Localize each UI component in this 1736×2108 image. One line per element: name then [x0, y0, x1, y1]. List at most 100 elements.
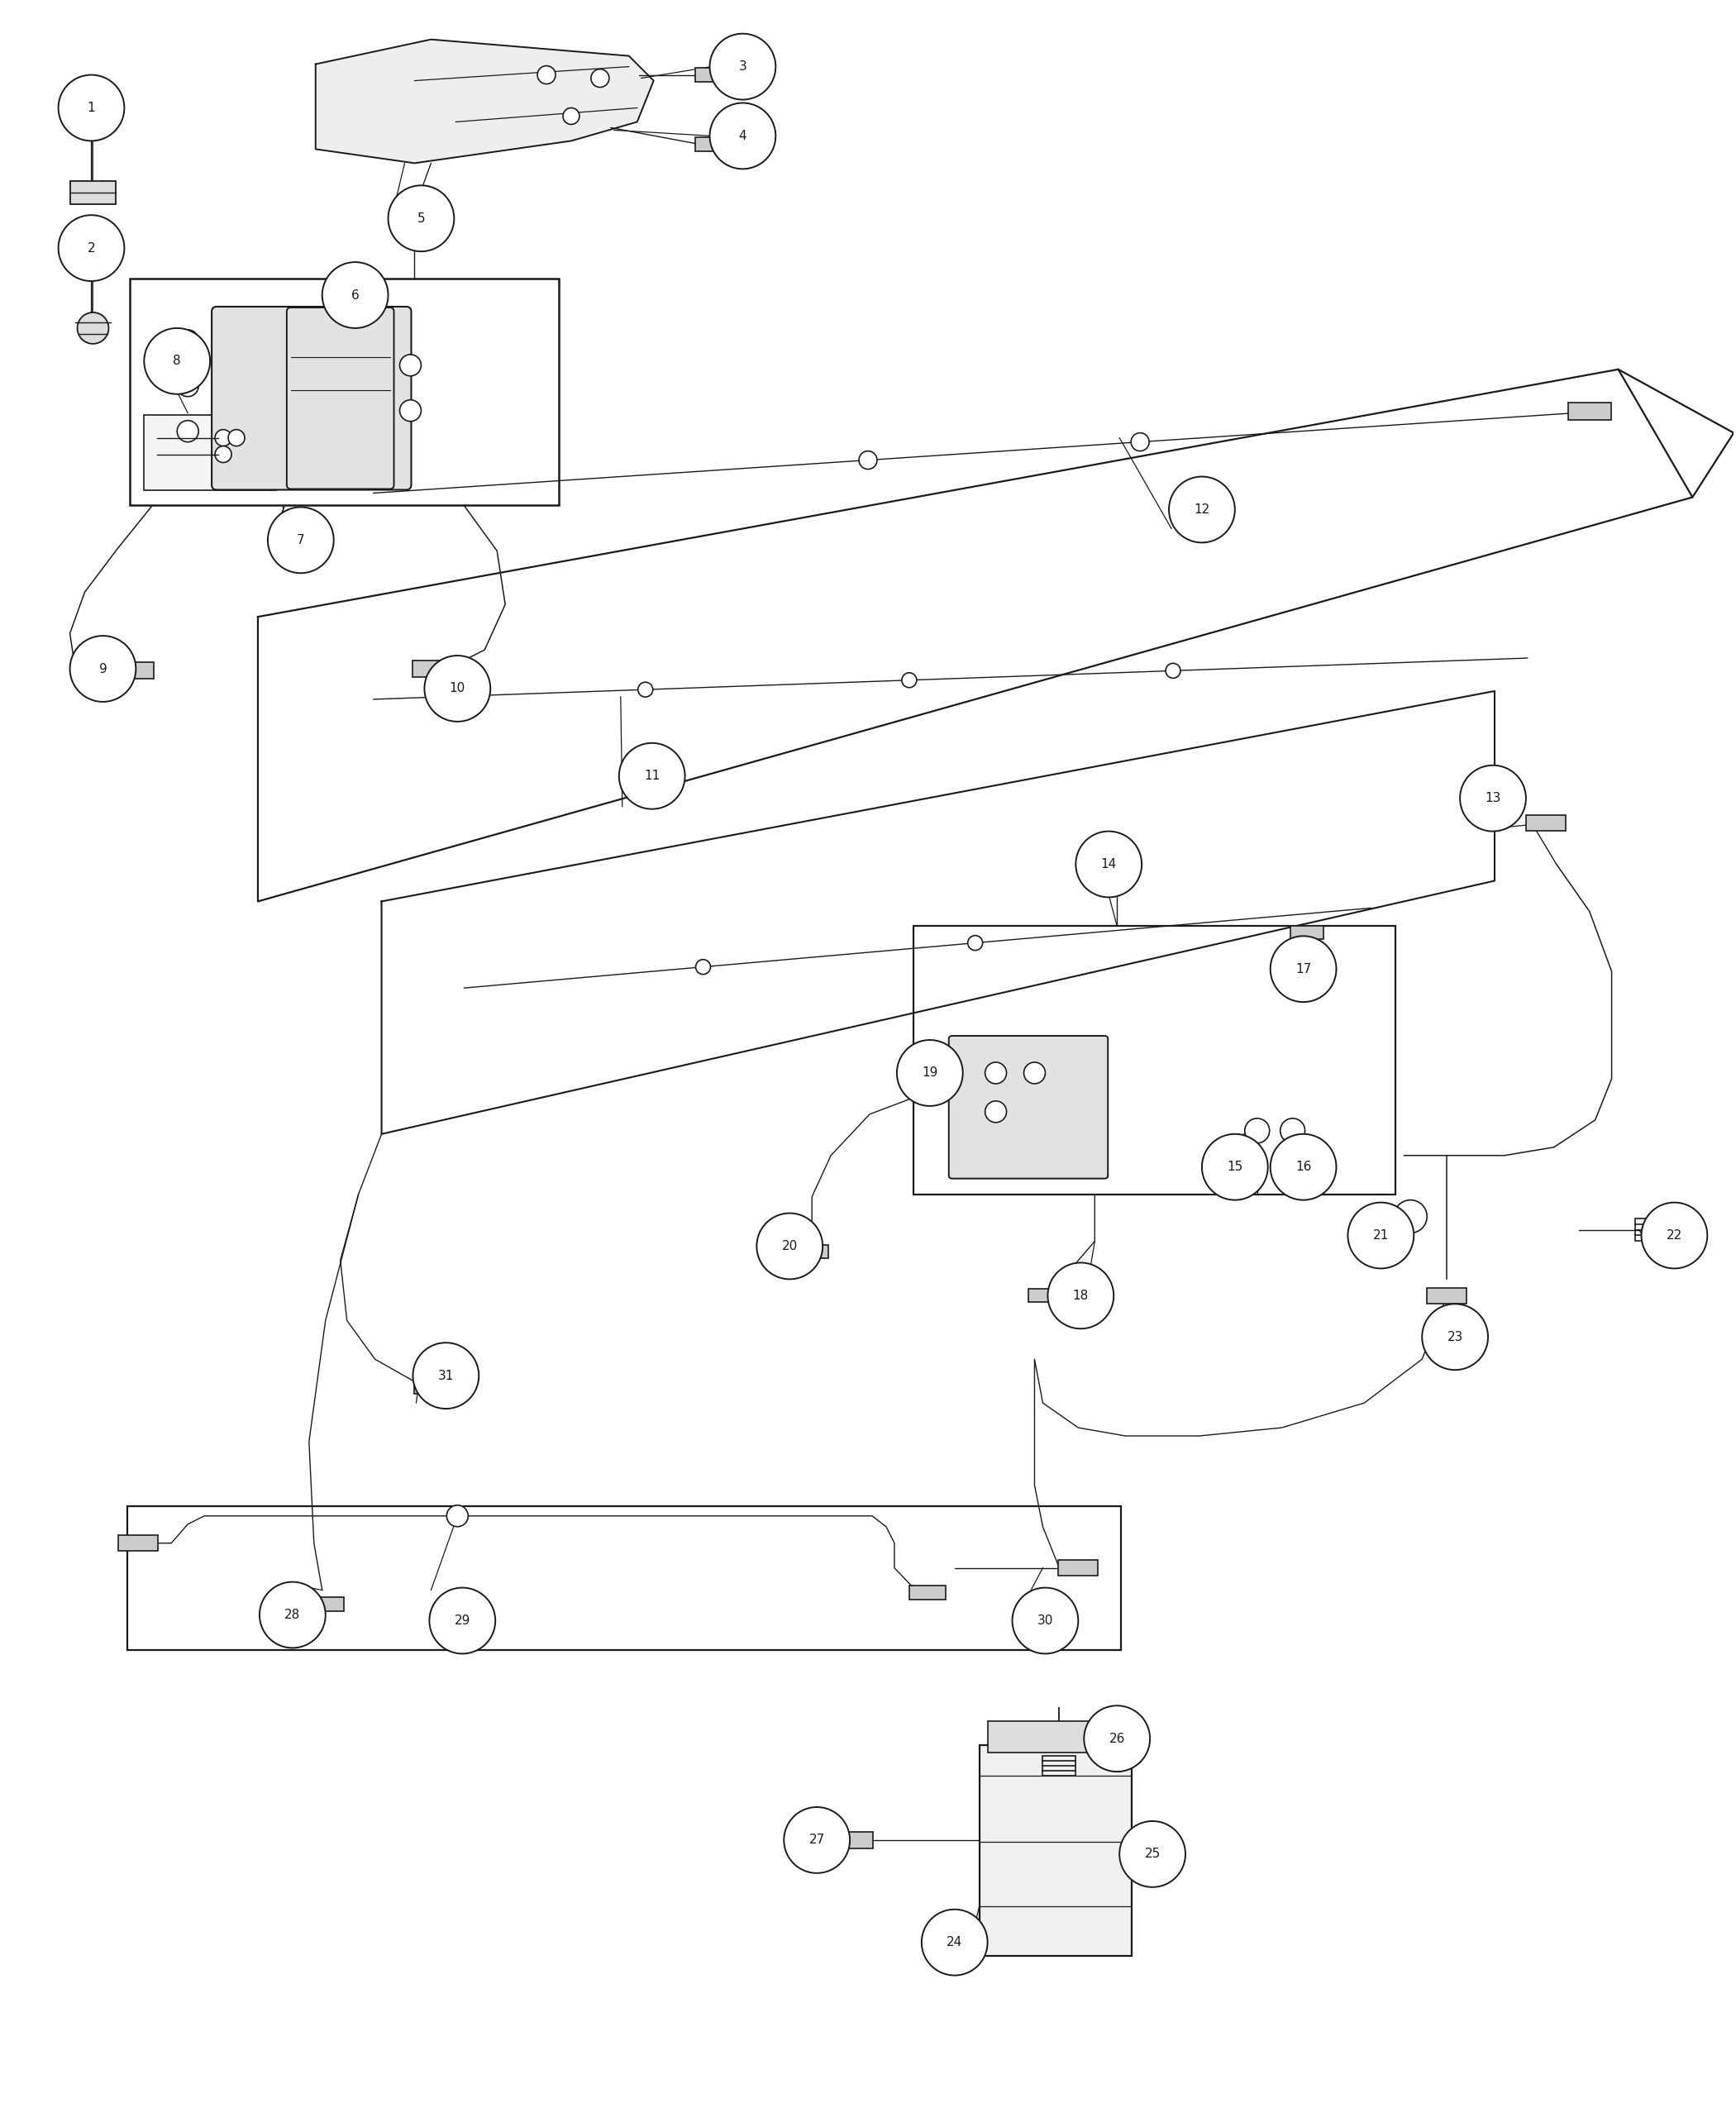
Circle shape [1271, 936, 1337, 1001]
FancyBboxPatch shape [950, 1035, 1108, 1178]
Circle shape [177, 419, 198, 443]
Text: 29: 29 [455, 1615, 470, 1627]
Circle shape [267, 508, 333, 573]
Circle shape [637, 683, 653, 698]
Circle shape [1641, 1202, 1706, 1269]
Circle shape [859, 451, 877, 470]
Circle shape [620, 742, 686, 809]
Circle shape [78, 312, 109, 344]
Text: 12: 12 [1194, 504, 1210, 516]
Bar [144, 415, 276, 491]
Bar [1029, 1290, 1062, 1303]
Text: 4: 4 [740, 131, 746, 141]
Bar [795, 1246, 828, 1258]
Circle shape [967, 936, 983, 951]
Circle shape [922, 1910, 988, 1975]
Circle shape [1394, 1199, 1427, 1233]
Circle shape [898, 1039, 963, 1107]
Circle shape [1422, 1305, 1488, 1370]
Bar [1568, 403, 1611, 419]
Circle shape [901, 672, 917, 687]
Circle shape [413, 1343, 479, 1408]
Bar [979, 1745, 1132, 1956]
Text: 16: 16 [1295, 1162, 1311, 1174]
Text: 8: 8 [174, 354, 181, 367]
Circle shape [1271, 1134, 1337, 1199]
Circle shape [1460, 765, 1526, 831]
Text: 13: 13 [1484, 793, 1502, 805]
Circle shape [696, 959, 710, 974]
Text: 10: 10 [450, 683, 465, 696]
Circle shape [144, 329, 210, 394]
Text: 27: 27 [809, 1834, 825, 1847]
Text: 22: 22 [1667, 1229, 1682, 1242]
Circle shape [323, 261, 389, 329]
Text: 17: 17 [1295, 963, 1311, 976]
Circle shape [710, 103, 776, 169]
Circle shape [1024, 1062, 1045, 1084]
FancyBboxPatch shape [286, 308, 394, 489]
Circle shape [710, 34, 776, 99]
Text: 2: 2 [87, 242, 95, 255]
Text: 9: 9 [99, 662, 108, 675]
Bar [1043, 1756, 1076, 1775]
Bar [69, 181, 116, 204]
Circle shape [177, 329, 198, 352]
Circle shape [69, 637, 135, 702]
Circle shape [785, 1807, 851, 1874]
Bar [128, 1505, 1121, 1651]
Text: 24: 24 [946, 1935, 962, 1948]
Circle shape [1165, 664, 1180, 679]
Circle shape [1347, 1202, 1413, 1269]
Text: 5: 5 [417, 213, 425, 226]
Circle shape [215, 447, 231, 462]
Circle shape [177, 375, 198, 396]
Circle shape [1076, 831, 1142, 898]
Text: 21: 21 [1373, 1229, 1389, 1242]
Circle shape [59, 215, 125, 280]
Circle shape [538, 65, 556, 84]
Text: 20: 20 [781, 1240, 797, 1252]
Text: 28: 28 [285, 1608, 300, 1621]
Text: 6: 6 [351, 289, 359, 301]
Bar [913, 925, 1396, 1195]
Circle shape [399, 354, 422, 375]
Text: 26: 26 [1109, 1733, 1125, 1745]
Circle shape [562, 108, 580, 124]
Circle shape [984, 1062, 1007, 1084]
Text: 31: 31 [437, 1370, 453, 1383]
Bar [413, 662, 453, 677]
Circle shape [399, 401, 422, 422]
Circle shape [1168, 476, 1234, 542]
Bar [910, 1585, 946, 1600]
Circle shape [590, 70, 609, 86]
Circle shape [1201, 1134, 1267, 1199]
Text: 23: 23 [1448, 1330, 1463, 1343]
Bar [1427, 1288, 1467, 1303]
Circle shape [446, 1505, 469, 1526]
Bar [694, 67, 731, 82]
Circle shape [1049, 1263, 1115, 1328]
Circle shape [424, 656, 490, 721]
Bar [694, 137, 731, 152]
Text: 15: 15 [1227, 1162, 1243, 1174]
Bar [1635, 1218, 1672, 1242]
Circle shape [1132, 432, 1149, 451]
Circle shape [389, 186, 455, 251]
FancyBboxPatch shape [212, 306, 411, 489]
Circle shape [1279, 1119, 1305, 1143]
Circle shape [59, 76, 125, 141]
Circle shape [1120, 1821, 1186, 1887]
Text: 3: 3 [738, 61, 746, 74]
Circle shape [227, 430, 245, 447]
Circle shape [1245, 1119, 1269, 1143]
Bar [118, 1535, 158, 1551]
Bar [307, 1598, 344, 1611]
Circle shape [984, 1100, 1007, 1121]
Text: 7: 7 [297, 533, 306, 546]
Text: 11: 11 [644, 769, 660, 782]
Text: 1: 1 [87, 101, 95, 114]
Circle shape [215, 430, 231, 447]
Circle shape [429, 1587, 495, 1653]
Polygon shape [316, 40, 654, 162]
